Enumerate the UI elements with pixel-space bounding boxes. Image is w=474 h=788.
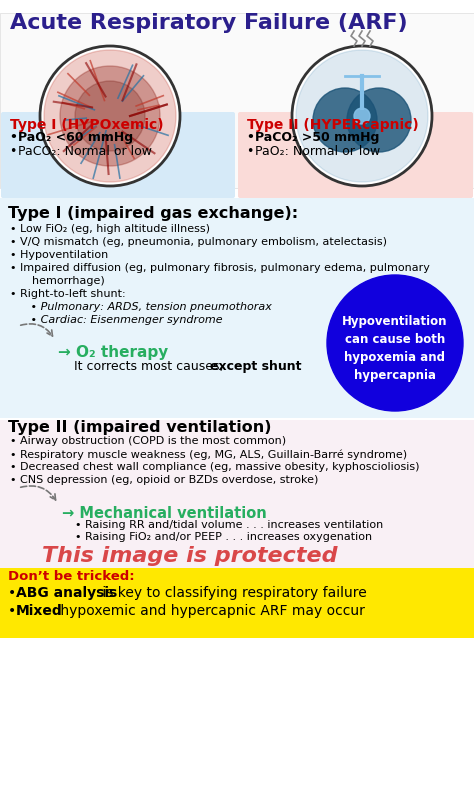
Text: Type II (HYPERcapnic): Type II (HYPERcapnic) xyxy=(247,118,419,132)
Text: Type II (impaired ventilation): Type II (impaired ventilation) xyxy=(8,420,272,435)
Text: • Decreased chest wall compliance (eg, massive obesity, kyphoscioliosis): • Decreased chest wall compliance (eg, m… xyxy=(10,462,419,472)
Text: • Hypoventilation: • Hypoventilation xyxy=(10,250,108,260)
Text: Hypoventilation
can cause both
hypoxemia and
hypercapnia: Hypoventilation can cause both hypoxemia… xyxy=(342,315,448,382)
Text: hemorrhage): hemorrhage) xyxy=(18,276,105,286)
FancyBboxPatch shape xyxy=(238,112,473,198)
Bar xyxy=(0,420,474,585)
Text: • Raising FiO₂ and/or PEEP . . . increases oxygenation: • Raising FiO₂ and/or PEEP . . . increas… xyxy=(75,532,372,542)
Text: •: • xyxy=(10,131,22,144)
Text: • V/Q mismatch (eg, pneumonia, pulmonary embolism, atelectasis): • V/Q mismatch (eg, pneumonia, pulmonary… xyxy=(10,237,387,247)
Text: Type I (HYPOxemic): Type I (HYPOxemic) xyxy=(10,118,164,132)
Text: Acute Respiratory Failure (ARF): Acute Respiratory Failure (ARF) xyxy=(10,13,408,33)
Text: • Right-to-left shunt:: • Right-to-left shunt: xyxy=(10,289,126,299)
Text: → Mechanical ventilation: → Mechanical ventilation xyxy=(62,506,267,521)
Text: •: • xyxy=(8,604,21,618)
Text: • ​Cardiac: Eisenmenger syndrome: • ​Cardiac: Eisenmenger syndrome xyxy=(20,315,223,325)
Text: •: • xyxy=(247,145,258,158)
Text: Type I (impaired gas exchange):: Type I (impaired gas exchange): xyxy=(8,206,298,221)
Circle shape xyxy=(327,275,463,411)
Text: PaO₂: Normal or low: PaO₂: Normal or low xyxy=(255,145,380,158)
Circle shape xyxy=(40,46,180,186)
Bar xyxy=(0,568,474,638)
Text: • Respiratory muscle weakness (eg, MG, ALS, Guillain-Barré syndrome): • Respiratory muscle weakness (eg, MG, A… xyxy=(10,449,407,459)
Text: Don’t be tricked:: Don’t be tricked: xyxy=(8,570,135,583)
Text: PaO₂ <60 mmHg: PaO₂ <60 mmHg xyxy=(18,131,133,144)
Text: • CNS depression (eg, opioid or BZDs overdose, stroke): • CNS depression (eg, opioid or BZDs ove… xyxy=(10,475,319,485)
Text: is key to classifying respiratory failure: is key to classifying respiratory failur… xyxy=(98,586,367,600)
Text: PaCO₂ >50 mmHg: PaCO₂ >50 mmHg xyxy=(255,131,379,144)
Text: → O₂ therapy: → O₂ therapy xyxy=(58,345,168,360)
Circle shape xyxy=(44,50,176,182)
Circle shape xyxy=(296,50,428,182)
Bar xyxy=(0,13,474,188)
Circle shape xyxy=(75,81,145,151)
Circle shape xyxy=(60,66,160,166)
Text: • ​Pulmonary: ARDS, tension pneumothorax: • ​Pulmonary: ARDS, tension pneumothorax xyxy=(20,302,272,312)
Text: PaCO₂: Normal or low: PaCO₂: Normal or low xyxy=(18,145,152,158)
Text: It corrects most causes,: It corrects most causes, xyxy=(58,360,228,373)
Text: except shunt: except shunt xyxy=(210,360,301,373)
Text: • Raising RR and/tidal volume . . . increases ventilation: • Raising RR and/tidal volume . . . incr… xyxy=(75,520,383,530)
Text: • Low FiO₂ (eg, high altitude illness): • Low FiO₂ (eg, high altitude illness) xyxy=(10,224,210,234)
FancyBboxPatch shape xyxy=(1,112,235,198)
Text: hypoxemic and hypercapnic ARF may occur: hypoxemic and hypercapnic ARF may occur xyxy=(56,604,365,618)
Circle shape xyxy=(347,88,411,152)
Circle shape xyxy=(313,88,377,152)
Text: •: • xyxy=(10,145,21,158)
Bar xyxy=(0,198,474,418)
Circle shape xyxy=(354,108,370,124)
Text: • Impaired diffusion (eg, pulmonary fibrosis, pulmonary edema, pulmonary: • Impaired diffusion (eg, pulmonary fibr… xyxy=(10,263,430,273)
Text: Mixed: Mixed xyxy=(16,604,63,618)
Text: This image is protected: This image is protected xyxy=(42,546,338,566)
Text: •: • xyxy=(8,586,21,600)
Circle shape xyxy=(292,46,432,186)
Text: •: • xyxy=(247,131,259,144)
Text: • Airway obstruction (COPD is the most common): • Airway obstruction (COPD is the most c… xyxy=(10,436,286,446)
Text: ABG analysis: ABG analysis xyxy=(16,586,117,600)
